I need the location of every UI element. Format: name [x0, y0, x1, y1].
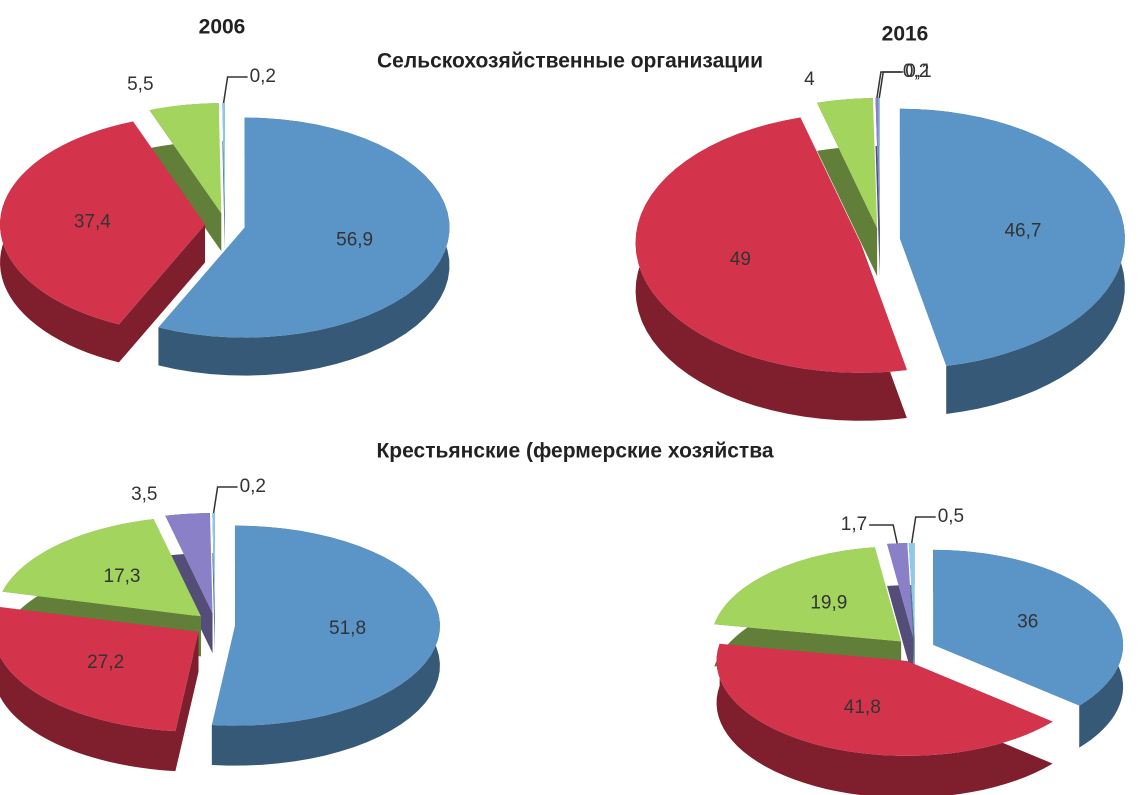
data-label: 51,8	[329, 618, 366, 639]
data-label: 56,9	[336, 230, 373, 251]
column-title: 2016	[882, 23, 929, 46]
slice	[0, 606, 199, 732]
slice	[165, 513, 213, 614]
data-label: 27,2	[87, 652, 124, 673]
slice	[0, 121, 206, 325]
slice	[714, 547, 902, 642]
data-label: 36	[1017, 612, 1038, 633]
slice	[899, 108, 1125, 366]
slice	[211, 525, 440, 726]
data-label: 46,7	[1004, 220, 1041, 241]
data-label: 41,8	[844, 697, 881, 718]
slice	[212, 513, 215, 614]
data-label: 0,2	[903, 61, 929, 82]
slice-side	[875, 98, 880, 277]
leader-line	[878, 71, 904, 99]
slice	[635, 117, 907, 373]
leader-line	[869, 524, 898, 544]
data-label: 4	[804, 69, 815, 90]
slice	[908, 543, 915, 639]
data-label: 5,5	[127, 74, 153, 95]
data-label: 0,5	[938, 506, 964, 527]
data-label: 3,5	[131, 484, 157, 505]
slice	[158, 117, 450, 338]
section-title: Крестьянские (фермерские хозяйства	[376, 440, 773, 463]
data-label: 0,2	[240, 476, 266, 497]
data-label: 0,1	[905, 61, 931, 82]
slice-side	[716, 643, 1053, 795]
column-title: 2006	[199, 16, 246, 39]
slice	[933, 549, 1124, 706]
slice	[222, 103, 225, 214]
data-label: 1,7	[841, 514, 867, 535]
data-label: 49	[730, 249, 751, 270]
leader-line	[212, 486, 238, 514]
data-label: 17,3	[104, 566, 141, 587]
slice-side	[0, 631, 199, 772]
data-label: 37,4	[74, 211, 111, 232]
leader-line	[910, 516, 936, 544]
slice	[149, 103, 222, 214]
slice	[887, 543, 914, 639]
leader-line	[222, 76, 248, 104]
slice	[716, 643, 1053, 756]
data-label: 19,9	[810, 593, 847, 614]
data-label: 0,2	[250, 66, 276, 87]
slice	[875, 98, 880, 229]
slice	[817, 98, 878, 229]
slice	[878, 98, 880, 229]
section-title: Сельскохозяйственные организации	[377, 50, 763, 73]
slice-side	[158, 117, 450, 376]
slice	[2, 519, 201, 617]
